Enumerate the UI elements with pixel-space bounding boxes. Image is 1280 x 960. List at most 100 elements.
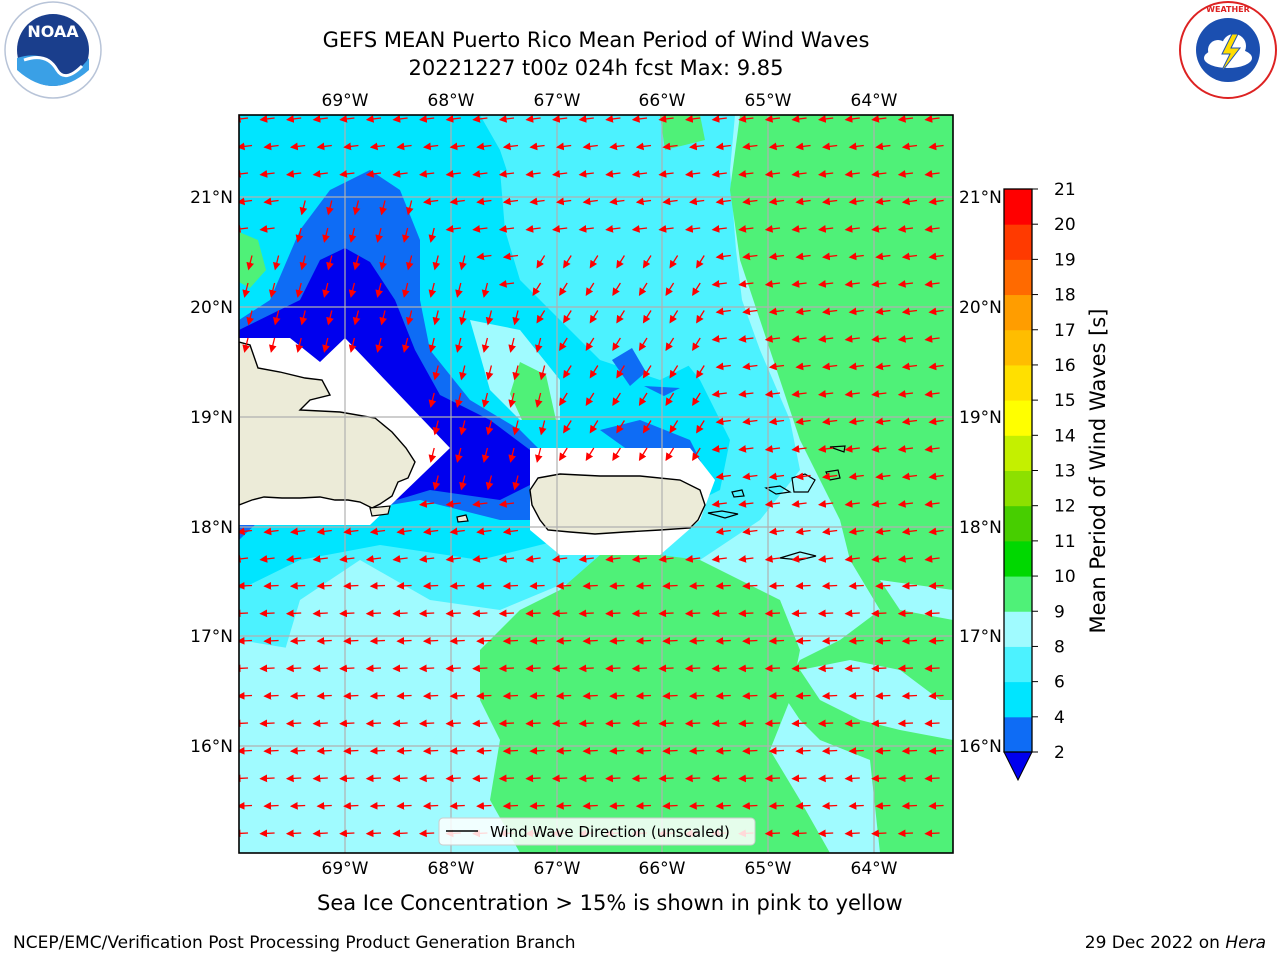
colorbar-segment <box>1004 294 1032 331</box>
lat-label-left: 19°N <box>190 408 233 428</box>
wind-arrow <box>239 142 253 151</box>
wind-arrow <box>609 636 625 645</box>
wind-arrow <box>559 282 568 296</box>
wind-arrow <box>365 115 382 123</box>
wind-arrow <box>871 170 887 178</box>
wind-arrow <box>428 282 437 298</box>
wind-arrow <box>715 307 731 316</box>
wind-arrow <box>635 197 652 206</box>
wind-arrow <box>322 337 330 353</box>
wind-arrow <box>582 691 598 700</box>
wind-arrow <box>322 282 330 298</box>
svg-text:NOAA: NOAA <box>27 22 79 41</box>
wind-arrow <box>711 609 727 618</box>
wind-arrow <box>738 390 754 398</box>
wind-arrow <box>286 170 302 178</box>
wind-arrow <box>924 170 940 178</box>
wind-arrow <box>295 337 304 353</box>
wind-arrow <box>715 362 731 371</box>
wind-arrow <box>609 581 625 590</box>
wind-arrow <box>818 115 834 123</box>
wind-arrow <box>871 719 887 728</box>
wind-arrow <box>289 746 306 755</box>
wind-arrow <box>459 310 467 326</box>
wind-arrow <box>476 691 492 700</box>
wind-arrow <box>369 636 386 645</box>
wind-arrow <box>472 719 488 728</box>
lon-label-bottom: 64°W <box>851 859 898 879</box>
wind-arrow <box>711 115 727 123</box>
wind-arrow <box>502 691 519 700</box>
wind-arrow <box>239 609 249 618</box>
wind-arrow <box>405 310 414 326</box>
lat-label-right: 18°N <box>959 518 1002 538</box>
wind-arrow <box>768 252 785 261</box>
wind-arrow <box>711 774 727 783</box>
lon-label-top: 68°W <box>428 91 475 111</box>
wind-arrow <box>419 115 435 123</box>
wind-arrow <box>445 225 461 233</box>
wind-arrow <box>711 445 727 453</box>
wind-arrow <box>481 392 490 408</box>
wind-arrow <box>764 609 781 618</box>
wind-arrow <box>322 227 330 243</box>
wind-arrow <box>529 746 545 755</box>
wind-arrow <box>612 282 621 296</box>
wind-arrow <box>928 142 944 151</box>
wind-arrow <box>795 142 811 151</box>
wind-arrow <box>498 719 515 728</box>
colorbar-tick-label: 14 <box>1054 426 1076 446</box>
wind-arrow <box>764 774 781 783</box>
wind-arrow <box>551 774 568 783</box>
wind-arrow <box>791 225 807 233</box>
wind-arrow <box>401 282 410 298</box>
wind-arrow <box>401 227 410 243</box>
wind-arrow <box>642 255 652 269</box>
wind-arrow <box>481 337 490 353</box>
lat-label-right: 17°N <box>959 627 1002 647</box>
wind-arrow <box>642 365 652 379</box>
wind-arrow <box>396 801 412 810</box>
wind-arrow <box>432 255 441 271</box>
wind-arrow <box>795 197 811 206</box>
wind-arrow <box>582 197 598 206</box>
wind-arrow <box>476 527 492 536</box>
wind-arrow <box>791 170 807 178</box>
wind-arrow <box>848 801 864 810</box>
wind-arrow <box>791 664 807 673</box>
lon-label-bottom: 69°W <box>322 859 369 879</box>
wind-arrow <box>476 801 492 810</box>
wind-arrow <box>818 335 834 343</box>
wind-arrow <box>534 392 543 408</box>
wind-arrow <box>445 115 461 123</box>
wind-arrow <box>848 746 864 755</box>
wind-arrow <box>418 609 435 618</box>
wind-arrow <box>791 335 807 343</box>
wind-arrow <box>239 170 249 178</box>
wind-arrow <box>715 801 731 810</box>
wind-arrow <box>529 801 545 810</box>
wind-arrow <box>738 445 754 453</box>
wind-arrow <box>635 801 652 810</box>
wind-arrow <box>635 691 652 700</box>
wind-arrow <box>312 609 328 618</box>
wind-arrow <box>242 282 250 298</box>
wind-arrow <box>795 472 811 481</box>
wind-arrow <box>631 774 648 783</box>
wind-arrow <box>449 636 465 645</box>
wind-arrow <box>817 609 834 618</box>
wind-arrow <box>263 527 279 536</box>
wind-arrow <box>844 335 860 343</box>
wind-arrow <box>343 801 359 810</box>
wind-arrow <box>791 829 807 838</box>
wind-arrow <box>764 225 781 233</box>
wind-arrow <box>289 691 306 700</box>
wind-arrow <box>422 691 439 700</box>
wind-arrow <box>299 310 308 326</box>
wind-arrow <box>818 390 834 398</box>
lon-label-bottom: 67°W <box>534 859 581 879</box>
wind-arrows <box>239 115 944 838</box>
wind-arrow <box>286 115 302 123</box>
wind-arrow <box>239 719 249 728</box>
wind-arrow <box>525 555 541 563</box>
